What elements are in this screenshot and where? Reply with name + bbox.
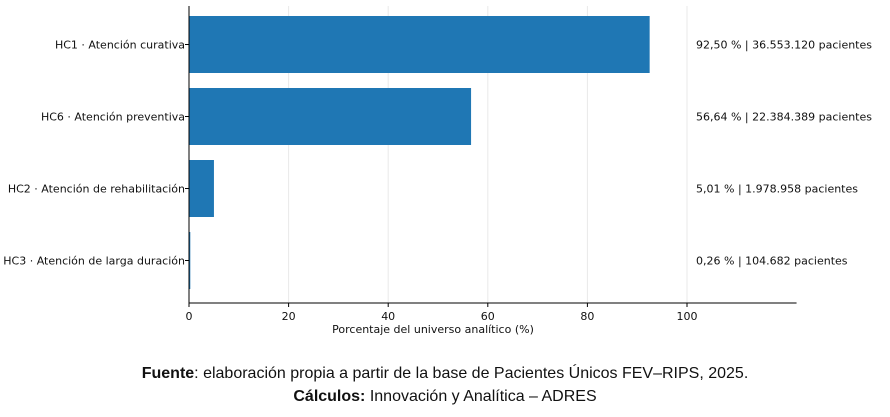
calc-label: Cálculos:	[293, 388, 366, 405]
data-label: 5,01 % | 1.978.958 pacientes	[696, 183, 858, 196]
bar	[189, 16, 650, 73]
bar	[189, 160, 214, 217]
data-label: 92,50 % | 36.553.120 pacientes	[696, 39, 872, 52]
source-text: : elaboración propia a partir de la base…	[194, 365, 749, 382]
x-tick-label: 40	[381, 310, 395, 323]
source-label: Fuente	[141, 365, 195, 382]
x-tick-label: 0	[186, 310, 193, 323]
x-tick-label: 80	[580, 310, 594, 323]
data-label: 0,26 % | 104.682 pacientes	[696, 255, 848, 268]
x-tick-label: 100	[677, 310, 698, 323]
x-tick-label: 20	[282, 310, 296, 323]
calc-caption: Cálculos: Innovación y Analítica – ADRES	[0, 388, 890, 406]
bar-chart: HC1 · Atención curativa 92,50 % | 36.553.…	[3, 6, 872, 336]
source-caption: Fuente: elaboración propia a partir de l…	[0, 365, 890, 383]
category-label: HC1 · Atención curativa	[55, 39, 185, 52]
bar	[189, 88, 472, 145]
bar	[189, 232, 191, 289]
category-label: HC3 · Atención de larga duración	[3, 255, 185, 268]
category-label: HC2 · Atención de rehabilitación	[8, 183, 185, 196]
data-label: 56,64 % | 22.384.389 pacientes	[696, 111, 872, 124]
calc-text: Innovación y Analítica – ADRES	[365, 388, 597, 405]
x-tick-label: 60	[481, 310, 495, 323]
category-label: HC6 · Atención preventiva	[41, 111, 185, 124]
x-axis-title: Porcentaje del universo analítico (%)	[332, 323, 534, 336]
